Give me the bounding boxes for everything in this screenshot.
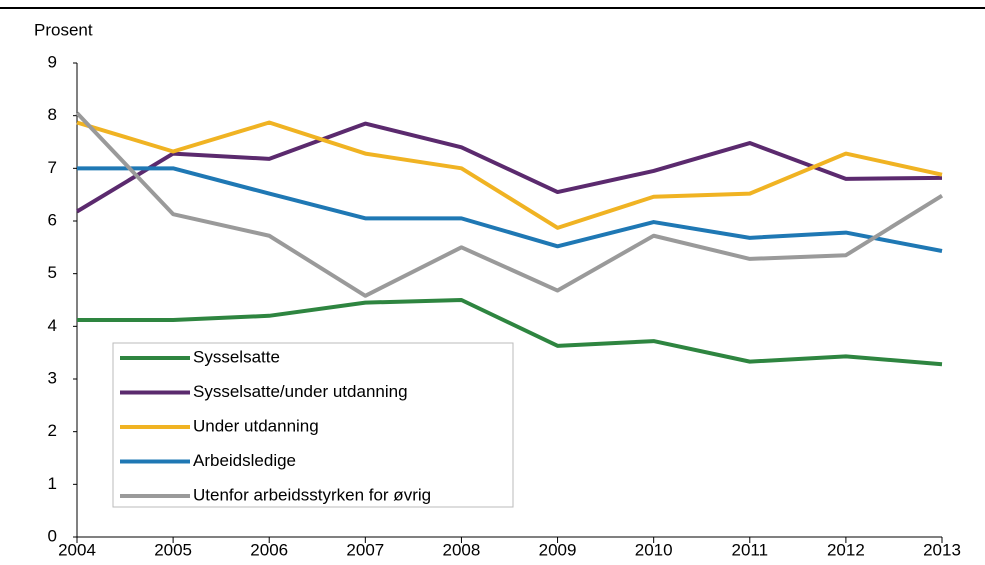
legend-label: Sysselsatte	[193, 347, 280, 366]
x-tick-label: 2012	[827, 540, 865, 559]
y-tick-label: 8	[48, 105, 57, 124]
x-tick-label: 2004	[58, 540, 96, 559]
x-tick-label: 2011	[731, 540, 768, 559]
x-tick-label: 2010	[635, 540, 673, 559]
x-tick-label: 2006	[250, 540, 288, 559]
y-tick-label: 9	[48, 52, 57, 71]
series-line	[75, 111, 944, 298]
x-tick-label: 2009	[539, 540, 577, 559]
series-line	[76, 120, 943, 230]
series-line	[77, 298, 943, 367]
legend-label: Under utdanning	[193, 416, 319, 435]
series-line	[75, 121, 943, 214]
y-tick-label: 1	[48, 474, 57, 493]
y-tick-label: 4	[48, 316, 57, 335]
legend-label: Utenfor arbeidsstyrken for øvrig	[193, 485, 431, 504]
series-line	[77, 166, 943, 253]
x-tick-label: 2013	[923, 540, 961, 559]
y-tick-label: 6	[48, 210, 57, 229]
x-tick-label: 2007	[346, 540, 384, 559]
y-tick-label: 5	[48, 263, 57, 282]
x-tick-label: 2008	[443, 540, 481, 559]
x-tick-label: 2005	[154, 540, 192, 559]
y-tick-label: 7	[48, 158, 57, 177]
legend-label: Arbeidsledige	[193, 451, 296, 470]
y-axis-label: Prosent	[34, 20, 93, 39]
y-tick-label: 2	[48, 421, 57, 440]
y-tick-label: 3	[48, 368, 57, 387]
legend-label: Sysselsatte/under utdanning	[193, 382, 408, 401]
y-tick-label: 0	[48, 526, 57, 545]
